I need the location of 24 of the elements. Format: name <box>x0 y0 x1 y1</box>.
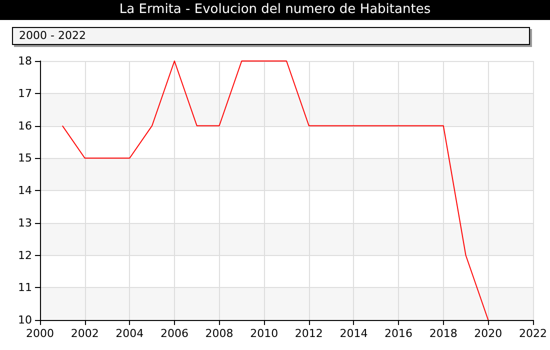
x-tick-label: 2004 <box>116 327 144 340</box>
y-tick-label: 12 <box>18 248 32 262</box>
x-tick-label: 2020 <box>474 327 502 340</box>
x-tick-label: 2000 <box>26 327 54 340</box>
y-tick-label: 10 <box>18 314 32 326</box>
x-tick-label: 2022 <box>519 327 548 340</box>
y-tick-label: 17 <box>18 86 32 100</box>
y-tick-label: 16 <box>18 119 32 132</box>
y-tick-label: 11 <box>18 281 32 294</box>
y-tick-label: 14 <box>18 184 32 197</box>
x-tick-label: 2010 <box>250 327 278 340</box>
y-tick-label: 15 <box>18 152 32 165</box>
y-tick-label: 13 <box>18 216 32 230</box>
x-tick-label: 2006 <box>160 327 188 340</box>
chart-title: La Ermita - Evolucion del numero de Habitantes <box>0 0 550 20</box>
x-tick-label: 2016 <box>384 327 413 340</box>
x-tick-label: 2018 <box>429 327 458 340</box>
x-tick-label: 2014 <box>340 327 368 340</box>
x-tick-label: 2012 <box>294 327 323 340</box>
x-tick-label: 2008 <box>205 327 234 340</box>
y-tick-label: 18 <box>18 54 32 68</box>
x-tick-label: 2002 <box>70 327 99 340</box>
chart-subtitle: 2000 - 2022 <box>12 27 530 45</box>
line-series <box>62 60 489 320</box>
